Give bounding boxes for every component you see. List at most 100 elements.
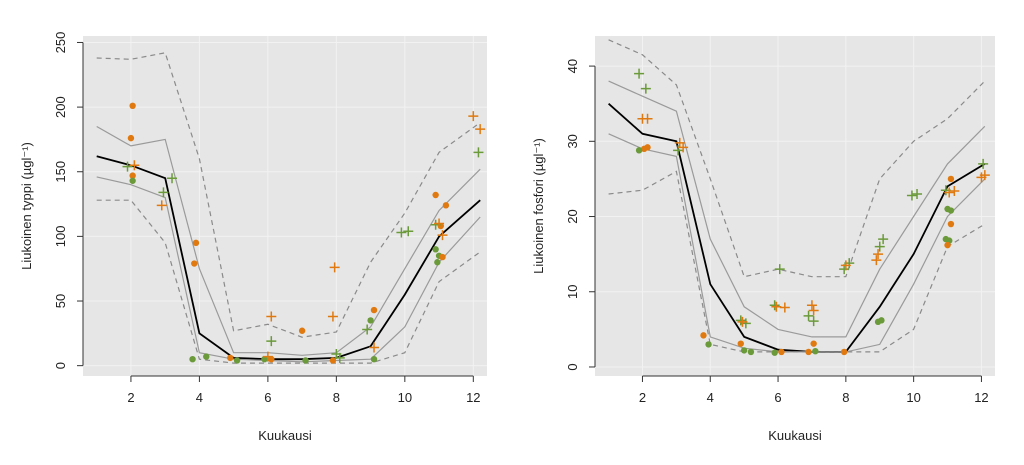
data-point-plus — [369, 342, 380, 353]
data-point-plus — [978, 158, 989, 169]
data-point-plus — [122, 161, 133, 172]
chart-panel-nitrogen: 0 50 100 150 200 250 2 4 6 8 10 12 Kuukausi Liukoinen… — [19, 32, 487, 443]
data-point-plus — [673, 145, 684, 156]
x-tick-label: 8 — [842, 390, 849, 405]
data-point-plus — [769, 300, 780, 311]
data-point-plus — [403, 226, 414, 237]
x-tick-label: 4 — [196, 390, 203, 405]
x-tick-label: 2 — [639, 390, 646, 405]
data-point-plus — [944, 187, 955, 198]
data-point-plus — [871, 255, 882, 266]
data-point-circle — [439, 253, 446, 261]
data-point-plus — [262, 351, 273, 362]
data-point-plus — [808, 305, 819, 316]
y-tick-label: 0 — [565, 363, 580, 370]
x-tick-label: 10 — [398, 390, 412, 405]
data-point-circle — [740, 347, 748, 354]
data-point-plus — [874, 241, 885, 252]
y-tick-label: 200 — [53, 96, 68, 118]
y-tick-label: 40 — [565, 59, 580, 73]
data-point-circle — [635, 147, 643, 154]
x-tick-label: 8 — [333, 390, 340, 405]
data-point-plus — [158, 187, 169, 198]
data-point-circle — [805, 348, 812, 356]
data-point-circle — [778, 348, 785, 356]
data-point-circle — [227, 354, 234, 362]
data-point-circle — [370, 355, 378, 363]
data-point-circle — [434, 259, 441, 266]
data-point-plus — [678, 142, 689, 153]
data-point-circle — [432, 191, 439, 199]
x-tick-label: 12 — [974, 390, 988, 405]
data-point-circle — [268, 355, 275, 363]
data-point-circle — [127, 134, 135, 142]
data-point-circle — [947, 207, 955, 214]
data-point-circle — [644, 144, 651, 151]
data-point-circle — [329, 357, 337, 364]
data-point-plus — [266, 311, 277, 322]
plot-area — [83, 36, 487, 376]
median-line — [608, 103, 986, 353]
data-point-plus — [976, 172, 987, 183]
data-point-circle — [129, 177, 136, 184]
data-point-plus — [912, 188, 923, 199]
data-point-plus — [434, 218, 445, 229]
data-point-plus — [473, 147, 484, 158]
data-point-plus — [779, 302, 790, 313]
data-point-circle — [298, 327, 306, 334]
lower-inner-band-line — [96, 176, 481, 363]
data-point-plus — [840, 260, 851, 271]
median-line — [96, 155, 481, 361]
y-tick-label: 250 — [53, 32, 68, 54]
y-tick-label: 20 — [565, 209, 580, 223]
data-point-plus — [329, 262, 340, 273]
data-point-circle — [771, 349, 778, 356]
data-point-plus — [475, 124, 486, 135]
data-point-plus — [642, 113, 653, 124]
data-point-circle — [302, 357, 309, 364]
y-axis-label: Liukoinen fosfori (µgl⁻¹) — [531, 138, 546, 274]
data-point-plus — [808, 316, 819, 327]
data-point-circle — [747, 348, 755, 356]
data-point-circle — [261, 355, 268, 363]
upper-outer-band-line — [96, 52, 481, 338]
data-point-circle — [944, 241, 951, 249]
data-point-plus — [640, 83, 651, 94]
x-axis-label: Kuukausi — [258, 428, 312, 443]
data-point-plus — [167, 173, 178, 184]
data-point-circle — [192, 239, 200, 247]
data-point-circle — [812, 347, 819, 355]
data-point-plus — [737, 316, 748, 327]
data-point-circle — [191, 260, 198, 267]
data-point-plus — [906, 190, 917, 201]
x-tick-label: 12 — [466, 390, 480, 405]
y-axis-label: Liukoinen typpi (µgl⁻¹) — [19, 142, 34, 270]
data-point-circle — [737, 340, 744, 347]
data-point-circle — [129, 172, 136, 179]
x-tick-label: 6 — [774, 390, 781, 405]
data-point-plus — [266, 336, 277, 347]
data-point-circle — [367, 317, 374, 324]
upper-inner-band-line — [96, 125, 481, 356]
data-point-circle — [233, 357, 241, 364]
data-point-plus — [803, 310, 814, 321]
data-point-circle — [947, 220, 955, 228]
data-point-plus — [129, 160, 140, 171]
y-tick-label: 10 — [565, 285, 580, 299]
y-tick-label: 150 — [53, 161, 68, 183]
data-point-plus — [806, 300, 817, 311]
x-tick-label: 10 — [906, 390, 920, 405]
y-tick-label: 30 — [565, 134, 580, 148]
chart-panel-phosphorus: 0 10 20 30 40 2 4 6 8 10 12 Kuukausi Liukoinen fosfo… — [531, 36, 995, 443]
data-point-plus — [949, 185, 960, 196]
data-point-plus — [771, 301, 782, 312]
data-point-plus — [774, 264, 785, 275]
x-axis-label: Kuukausi — [768, 428, 822, 443]
data-point-plus — [334, 352, 345, 363]
x-tick-label: 6 — [264, 390, 271, 405]
data-point-circle — [203, 353, 210, 360]
data-point-circle — [700, 332, 707, 339]
data-point-circle — [189, 355, 196, 363]
y-tick-label: 0 — [53, 362, 68, 369]
